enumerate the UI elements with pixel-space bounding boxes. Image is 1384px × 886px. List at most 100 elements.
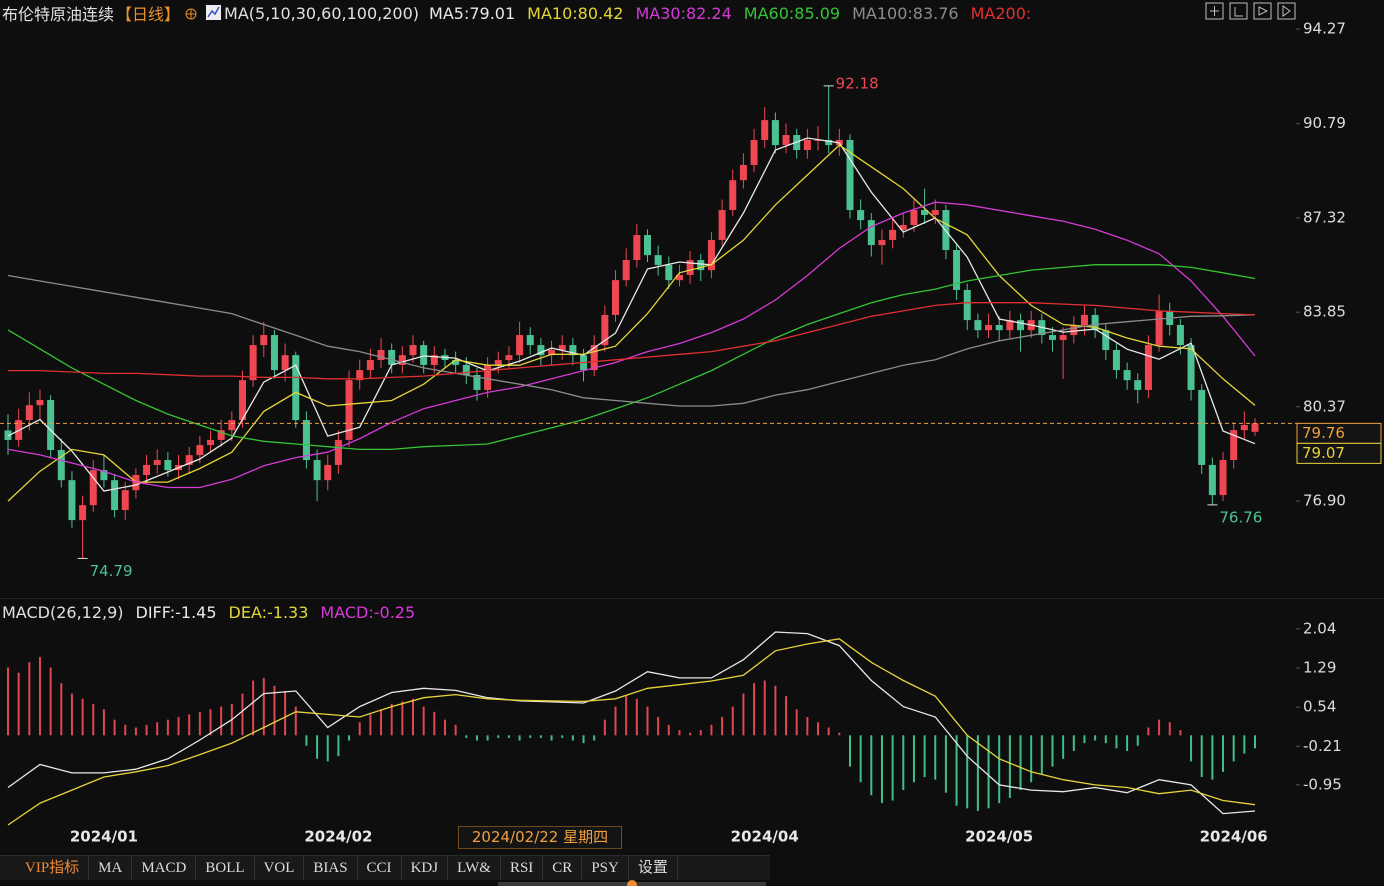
candle-body: [686, 260, 694, 275]
candle-body: [1155, 310, 1163, 346]
candle-body: [430, 355, 438, 365]
candle-body: [228, 420, 236, 431]
candle-body: [622, 260, 630, 281]
series-line: [8, 302, 1256, 380]
candle-body: [153, 460, 161, 465]
series-line: [7, 264, 1256, 451]
indicator-tab[interactable]: 设置: [629, 856, 678, 880]
candles: [4, 85, 1259, 559]
y-tick-label: 2.04: [1303, 619, 1336, 637]
candle-body: [953, 249, 961, 290]
candle-body: [867, 220, 875, 246]
legend-entry: MA200:: [970, 3, 1032, 23]
series-line: [7, 144, 1256, 502]
series-line: [7, 638, 1256, 826]
candle-body: [462, 364, 470, 375]
ma-params: MA(5,10,30,60,100,200): [224, 3, 420, 23]
candle-body: [1208, 464, 1216, 496]
indicator-tab[interactable]: MA: [89, 856, 133, 880]
candle-body: [761, 120, 769, 140]
candle-body: [985, 324, 993, 331]
candle-body: [1176, 324, 1184, 346]
header-icons: [185, 5, 222, 20]
indicator-tab[interactable]: RSI: [501, 856, 544, 880]
candle-body: [771, 120, 779, 146]
candle-body: [121, 490, 129, 511]
high-label: 92.18: [836, 74, 879, 92]
candle-body: [143, 464, 151, 475]
scrollbar: [498, 880, 766, 886]
indicator-tab[interactable]: KDJ: [402, 856, 449, 880]
instrument-title: 布伦特原油连续: [2, 5, 115, 24]
candle-body: [857, 210, 865, 221]
x-tick-label: 2024/04: [731, 828, 799, 846]
price-tag-label: 79.07: [1302, 444, 1345, 462]
candle-body: [377, 349, 385, 361]
last-price-label: 79.76: [1302, 424, 1345, 442]
indicator-tab[interactable]: CCI: [358, 856, 402, 880]
candle-body: [25, 405, 33, 421]
candle-body: [548, 349, 556, 356]
candle-body: [963, 289, 971, 321]
candle-body: [57, 449, 65, 481]
indicator-tab[interactable]: PSY: [582, 856, 629, 880]
chart-header: 布伦特原油连续 【日线】 MA(5,10,30,60,100,200) MA5:…: [2, 2, 1055, 25]
y-tick-label: 90.79: [1303, 114, 1346, 132]
y-tick-label: 83.85: [1303, 303, 1346, 321]
series-line: [7, 201, 1256, 489]
legend-entry: DIFF:-1.45: [135, 602, 217, 622]
candle-body: [47, 399, 55, 450]
candle-body: [995, 324, 1003, 331]
candle-body: [931, 210, 939, 215]
series-line: [7, 137, 1256, 492]
indicator-tab[interactable]: MACD: [132, 856, 197, 880]
candle-body: [665, 264, 673, 281]
candle-body: [249, 345, 257, 381]
x-tick-label: 2024/02: [304, 828, 372, 846]
candle-body: [1219, 460, 1227, 496]
legend-entry: MA10:80.42: [527, 3, 624, 23]
candle-body: [825, 139, 833, 146]
legend-entry: DEA:-1.33: [228, 602, 309, 622]
candle-body: [974, 320, 982, 331]
indicator-tab[interactable]: VOL: [255, 856, 305, 880]
indicator-tab[interactable]: CR: [543, 856, 583, 880]
indicator-tab[interactable]: VIP指标: [16, 856, 90, 880]
low-label: 76.76: [1219, 508, 1262, 526]
candle-body: [750, 139, 758, 165]
candle-body: [537, 345, 545, 356]
indicator-tab[interactable]: LW&: [448, 856, 501, 880]
candle-body: [729, 180, 737, 211]
indicator-tab[interactable]: BOLL: [196, 856, 255, 880]
candle-body: [782, 135, 790, 146]
candle-body: [1017, 320, 1025, 331]
candle-body: [68, 480, 76, 521]
cursor-date: 2024/02/22 星期四: [458, 826, 622, 849]
x-tick-label: 2024/05: [965, 828, 1033, 846]
candle-body: [1134, 380, 1142, 390]
candle-body: [569, 345, 577, 356]
candle-body: [697, 260, 705, 271]
candle-body: [899, 224, 907, 230]
candle-body: [846, 139, 854, 211]
y-tick-label: -0.95: [1303, 775, 1342, 793]
candle-body: [89, 470, 97, 506]
candle-body: [366, 360, 374, 371]
x-tick-label: 2024/01: [70, 828, 138, 846]
candle-body: [420, 345, 428, 365]
candle-body: [1187, 345, 1195, 390]
y-tick-label: -0.21: [1303, 737, 1342, 755]
indicator-tab[interactable]: BIAS: [304, 856, 358, 880]
candle-body: [260, 335, 268, 346]
candle-body: [207, 439, 215, 446]
candle-body: [1240, 424, 1248, 431]
candle-body: [1251, 423, 1259, 432]
macd-legend: MACD(26,12,9) DIFF:-1.45 DEA:-1.33 MACD:-0.…: [2, 601, 427, 623]
macd-title: MACD(26,12,9): [2, 602, 124, 622]
candle-body: [1059, 335, 1067, 340]
candle-body: [612, 280, 620, 315]
candle-body: [1048, 335, 1056, 340]
candle-body: [356, 370, 364, 381]
candle-body: [910, 210, 918, 225]
candle-body: [164, 460, 172, 471]
